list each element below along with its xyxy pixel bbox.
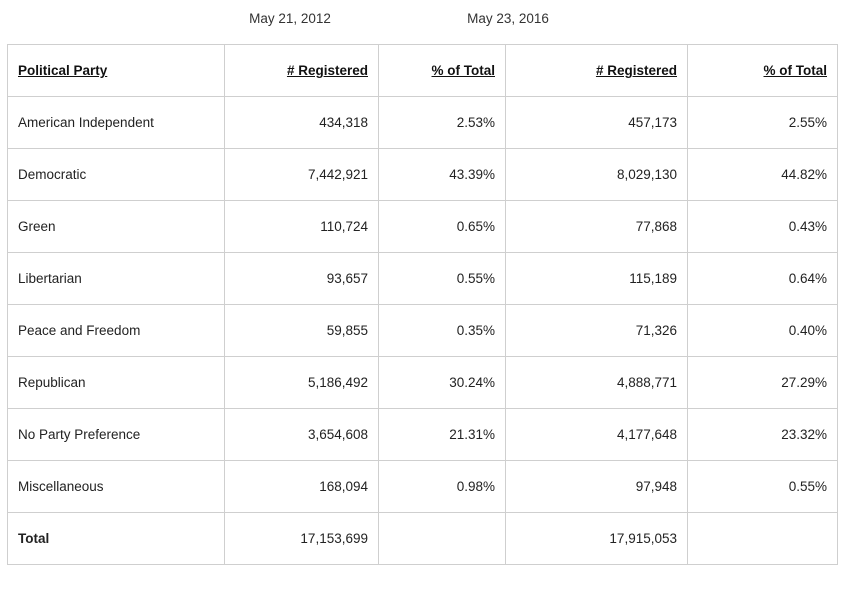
table-cell: 93,657 <box>224 252 379 305</box>
table-cell: Peace and Freedom <box>7 304 225 357</box>
table-body: American Independent 434,318 2.53% 457,173 2… <box>7 96 838 565</box>
header-cell: % of Total <box>378 44 506 97</box>
table-cell: 457,173 <box>505 96 688 149</box>
total-cell: 17,153,699 <box>224 512 379 565</box>
table-cell: 21.31% <box>378 408 506 461</box>
header-cell: % of Total <box>687 44 838 97</box>
table-cell: 77,868 <box>505 200 688 253</box>
table-cell: American Independent <box>7 96 225 149</box>
table-cell: No Party Preference <box>7 408 225 461</box>
table-cell: 434,318 <box>224 96 379 149</box>
table-cell: 30.24% <box>378 356 506 409</box>
table-cell: 115,189 <box>505 252 688 305</box>
table-cell: 0.40% <box>687 304 838 357</box>
header-cell: # Registered <box>224 44 379 97</box>
table-row: Democratic 7,442,921 43.39% 8,029,130 44.82% <box>7 148 838 201</box>
table-cell: 2.53% <box>378 96 506 149</box>
table-cell: 43.39% <box>378 148 506 201</box>
table-row: Miscellaneous 168,094 0.98% 97,948 0.55% <box>7 460 838 513</box>
table-row: No Party Preference 3,654,608 21.31% 4,177,… <box>7 408 838 461</box>
table-row: Republican 5,186,492 30.24% 4,888,771 27.29% <box>7 356 838 409</box>
table-cell: 44.82% <box>687 148 838 201</box>
table-row: Green 110,724 0.65% 77,868 0.43% <box>7 200 838 253</box>
header-cell: Political Party <box>7 44 225 97</box>
table-cell: 4,888,771 <box>505 356 688 409</box>
table-cell: 27.29% <box>687 356 838 409</box>
total-cell: 17,915,053 <box>505 512 688 565</box>
table-cell: 0.43% <box>687 200 838 253</box>
table-cell: Miscellaneous <box>7 460 225 513</box>
table-cell: 168,094 <box>224 460 379 513</box>
table-cell: 0.55% <box>687 460 838 513</box>
table-cell: 4,177,648 <box>505 408 688 461</box>
table-cell: 110,724 <box>224 200 379 253</box>
table-cell: 7,442,921 <box>224 148 379 201</box>
total-row: Total 17,153,699 17,915,053 <box>7 512 838 565</box>
empty-cell <box>687 512 838 565</box>
table-cell: 23.32% <box>687 408 838 461</box>
table-cell: Democratic <box>7 148 225 201</box>
header-cell: # Registered <box>505 44 688 97</box>
table-cell: 0.55% <box>378 252 506 305</box>
table-cell: 97,948 <box>505 460 688 513</box>
table-cell: 8,029,130 <box>505 148 688 201</box>
table-cell: 3,654,608 <box>224 408 379 461</box>
table-cell: 71,326 <box>505 304 688 357</box>
date-2016: May 23, 2016 <box>467 11 549 26</box>
table-cell: Green <box>7 200 225 253</box>
empty-cell <box>378 512 506 565</box>
table-cell: 0.98% <box>378 460 506 513</box>
table-cell: 0.64% <box>687 252 838 305</box>
table-cell: 0.35% <box>378 304 506 357</box>
date-2012: May 21, 2012 <box>249 11 331 26</box>
table-row: Libertarian 93,657 0.55% 115,189 0.64% <box>7 252 838 305</box>
table-cell: 5,186,492 <box>224 356 379 409</box>
total-label: Total <box>7 512 225 565</box>
table-cell: 2.55% <box>687 96 838 149</box>
table-cell: 0.65% <box>378 200 506 253</box>
registration-table: Political Party # Registered% of Total # R… <box>7 44 838 565</box>
header-row: Political Party # Registered% of Total # R… <box>7 44 838 97</box>
table-cell: Libertarian <box>7 252 225 305</box>
table-row: Peace and Freedom 59,855 0.35% 71,326 0.40% <box>7 304 838 357</box>
table-row: American Independent 434,318 2.53% 457,173 2… <box>7 96 838 149</box>
table-cell: Republican <box>7 356 225 409</box>
table-cell: 59,855 <box>224 304 379 357</box>
